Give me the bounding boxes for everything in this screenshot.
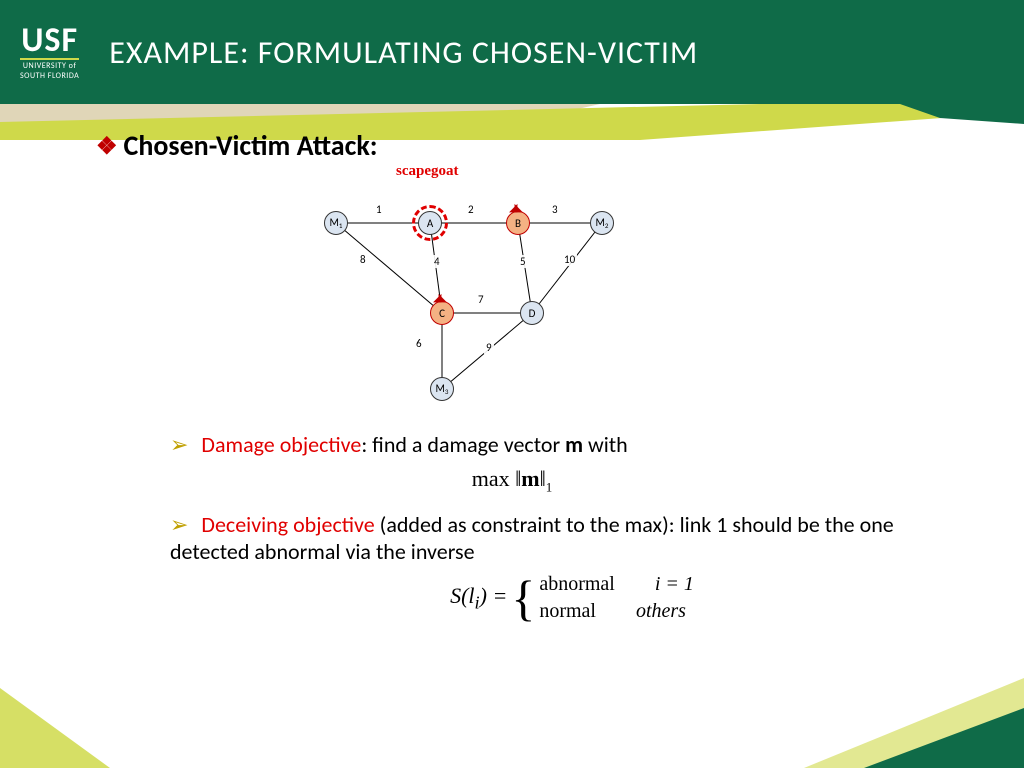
edge-label: 4	[432, 255, 442, 268]
formula-max: max ‖m‖1	[0, 466, 1024, 495]
bullet-damage: ➢ Damage objective: find a damage vector…	[170, 431, 900, 458]
bullet1-bold: m	[565, 431, 583, 458]
heading-text: Chosen-Victim Attack:	[124, 128, 378, 163]
case1-value: abnormal	[539, 573, 615, 596]
node-C: C	[430, 301, 454, 325]
edges-svg	[300, 181, 640, 421]
slide-title: EXAMPLE: FORMULATING CHOSEN-VICTIM	[109, 33, 698, 72]
bullet2-red: Deceiving objective	[201, 511, 374, 538]
bullet1-rest: : find a damage vector	[361, 431, 565, 458]
bullet1-red: Damage objective	[201, 431, 361, 458]
logo-text: USF	[20, 24, 79, 60]
section-heading: ❖Chosen-Victim Attack:	[96, 128, 1024, 163]
case2-value: normal	[539, 600, 596, 623]
bullet-deceiving: ➢ Deceiving objective (added as constrai…	[170, 511, 900, 565]
edge-label: 7	[476, 293, 486, 306]
logo-sub1: UNIVERSITY of	[20, 62, 79, 70]
arrow-icon: ➢	[170, 511, 188, 538]
edge-label: 3	[550, 203, 560, 216]
edge-label: 2	[466, 203, 476, 216]
edge-label: 9	[484, 341, 494, 354]
bullet1-tail: with	[583, 431, 628, 458]
case2-cond: others	[636, 600, 686, 623]
brace-icon: {	[511, 573, 535, 623]
diamond-bullet-icon: ❖	[96, 132, 118, 161]
formula-cases: S(li) = { abnormal i = 1 normal others	[120, 573, 1024, 623]
arrow-icon: ➢	[170, 431, 188, 458]
node-M2: M2	[590, 211, 614, 235]
edge-label: 6	[414, 337, 424, 350]
scapegoat-label: scapegoat	[396, 163, 459, 180]
logo: USF UNIVERSITY of SOUTH FLORIDA	[20, 24, 79, 80]
edge-label: 5	[518, 255, 528, 268]
node-A: A	[418, 211, 442, 235]
node-D: D	[520, 301, 544, 325]
case-rows: abnormal i = 1 normal others	[539, 573, 694, 623]
header: USF UNIVERSITY of SOUTH FLORIDA EXAMPLE:…	[0, 0, 1024, 104]
content: ❖Chosen-Victim Attack: scapegoat 1 2 3 4 5 6 7…	[0, 118, 1024, 639]
corner-decoration	[864, 708, 1024, 768]
edge-label: 1	[374, 203, 384, 216]
node-M1: M1	[324, 211, 348, 235]
corner-decoration	[0, 688, 110, 768]
case1-cond: i = 1	[655, 573, 694, 596]
f2-lhs: S(li) =	[450, 583, 507, 613]
edge-label: 8	[358, 253, 368, 266]
edge-label: 10	[562, 253, 577, 266]
logo-sub2: SOUTH FLORIDA	[20, 72, 79, 80]
node-B: B	[506, 211, 530, 235]
network-diagram: scapegoat 12345678910M1AB◢◣M2C◢◣DM3	[300, 181, 640, 421]
node-M3: M3	[430, 377, 454, 401]
